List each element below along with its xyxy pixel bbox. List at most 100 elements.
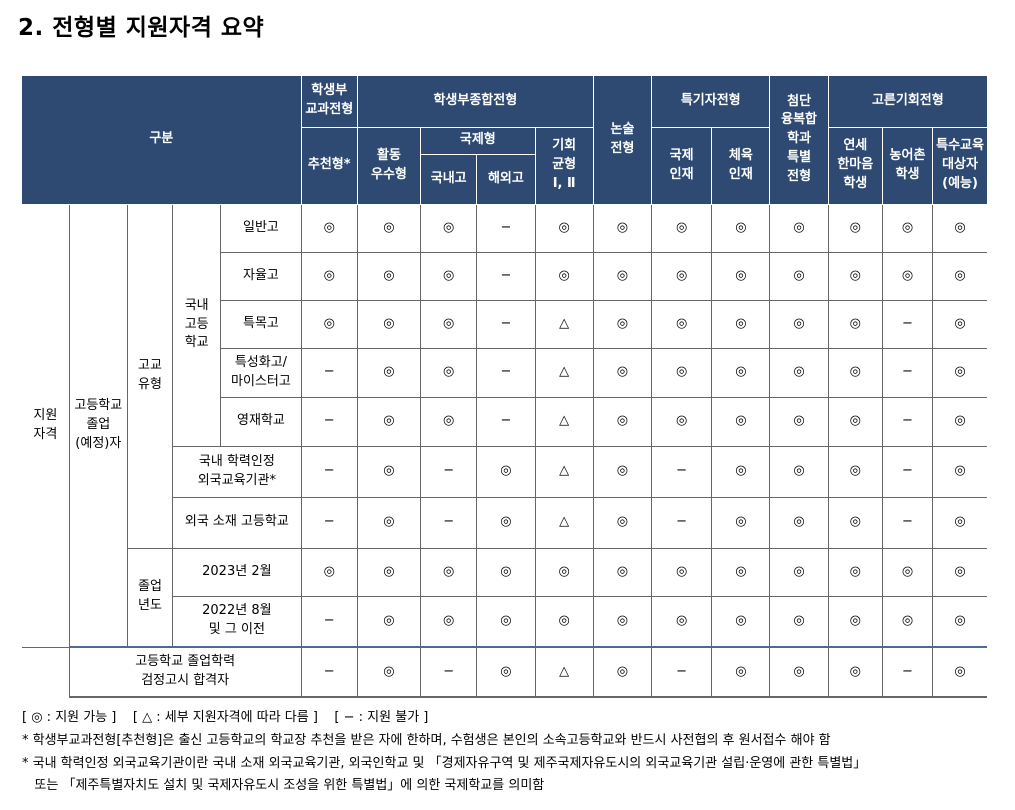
cell: − bbox=[651, 445, 713, 498]
cell: ◎ bbox=[356, 646, 422, 698]
header-yonsei: 연세 한마음 학생 bbox=[827, 127, 883, 205]
school-type-label: 고교 유형 bbox=[126, 203, 174, 549]
cell: ◎ bbox=[932, 595, 987, 648]
cell: ◎ bbox=[769, 547, 829, 597]
cell: ◎ bbox=[827, 251, 883, 301]
cell: ◎ bbox=[932, 396, 987, 447]
header-advanced: 첨단 융복합 학과 특별 전형 bbox=[769, 76, 829, 205]
row-label: 국내 학력인정 외국교육기관* bbox=[172, 445, 302, 498]
row-label: 2023년 2월 bbox=[172, 547, 302, 597]
cell: ◎ bbox=[932, 251, 987, 301]
header-farm: 농어촌 학생 bbox=[881, 127, 934, 205]
spacer-cell bbox=[22, 646, 70, 697]
cell: − bbox=[881, 445, 934, 498]
cell: ◎ bbox=[881, 547, 934, 597]
footnote-recommend: * 학생부교과전형[추천형]은 출신 고등학교의 학교장 추천을 받은 자에 한… bbox=[22, 733, 831, 748]
row-label: 특목고 bbox=[220, 299, 302, 349]
cell: ◎ bbox=[932, 496, 987, 549]
cell: ◎ bbox=[534, 547, 594, 597]
cell: ◎ bbox=[881, 251, 934, 301]
cell: ◎ bbox=[711, 203, 771, 253]
cell: ◎ bbox=[711, 646, 771, 698]
header-comprehensive: 학생부종합전형 bbox=[356, 76, 594, 128]
cell: − bbox=[651, 646, 713, 698]
cell: − bbox=[881, 496, 934, 549]
cell: ◎ bbox=[420, 299, 478, 349]
cell: ◎ bbox=[300, 251, 358, 301]
cell: ◎ bbox=[651, 203, 713, 253]
cell: ◎ bbox=[769, 396, 829, 447]
cell: ◎ bbox=[769, 251, 829, 301]
header-sports-talent: 체육 인재 bbox=[711, 127, 771, 205]
cell: ◎ bbox=[300, 299, 358, 349]
cell: ◎ bbox=[881, 203, 934, 253]
cell: ◎ bbox=[420, 547, 478, 597]
header-special: 특기자전형 bbox=[651, 76, 771, 128]
legend: [ ◎ : 지원 가능 ] [ △ : 세부 지원자격에 따라 다름 ] [ −… bbox=[22, 710, 429, 725]
cell: ◎ bbox=[711, 396, 771, 447]
row-label: 영재학교 bbox=[220, 396, 302, 447]
cell: ◎ bbox=[534, 595, 594, 648]
cell: ◎ bbox=[651, 595, 713, 648]
cell: − bbox=[300, 646, 358, 698]
cell: ◎ bbox=[592, 251, 653, 301]
header-special-ed: 특수교육 대상자 (예능) bbox=[932, 127, 987, 205]
grad-year-label: 졸업 년도 bbox=[126, 547, 174, 648]
row-label: 2022년 8월 및 그 이전 bbox=[172, 595, 302, 648]
cell: ◎ bbox=[300, 547, 358, 597]
cell: − bbox=[300, 396, 358, 447]
table-row: 국내 학력인정 외국교육기관* − ◎ − ◎ △ ◎ − ◎ ◎ ◎ − ◎ bbox=[22, 445, 987, 498]
table-row: 지원 자격 고등학교 졸업 (예정)자 고교 유형 국내 고등 학교 일반고 ◎… bbox=[22, 203, 987, 648]
cell: ◎ bbox=[827, 547, 883, 597]
table-row: 2022년 8월 및 그 이전 − ◎ ◎ ◎ ◎ ◎ ◎ ◎ ◎ ◎ ◎ ◎ bbox=[22, 595, 987, 648]
cell: ◎ bbox=[356, 396, 422, 447]
cell: △ bbox=[534, 396, 594, 447]
cell: ◎ bbox=[651, 396, 713, 447]
cell: ◎ bbox=[827, 646, 883, 698]
table-row: 특성화고/ 마이스터고 − ◎ ◎ − △ ◎ ◎ ◎ ◎ ◎ − ◎ bbox=[22, 347, 987, 398]
header-gubun: 구분 bbox=[22, 76, 302, 205]
table-row: 영재학교 − ◎ ◎ − △ ◎ ◎ ◎ ◎ ◎ − ◎ bbox=[22, 396, 987, 447]
cell: ◎ bbox=[592, 203, 653, 253]
cell: ◎ bbox=[651, 299, 713, 349]
cell: △ bbox=[534, 347, 594, 398]
cell: ◎ bbox=[356, 445, 422, 498]
cell: △ bbox=[534, 299, 594, 349]
cell: ◎ bbox=[420, 347, 478, 398]
cell: − bbox=[476, 347, 536, 398]
cell: ◎ bbox=[592, 547, 653, 597]
cell: ◎ bbox=[711, 299, 771, 349]
header-activity: 활동 우수형 bbox=[356, 127, 422, 205]
cell: ◎ bbox=[711, 347, 771, 398]
page-title: 2. 전형별 지원자격 요약 bbox=[18, 15, 265, 41]
cell: ◎ bbox=[356, 347, 422, 398]
row-label: 일반고 bbox=[220, 203, 302, 253]
cell: ◎ bbox=[651, 251, 713, 301]
header-international: 국제형 bbox=[420, 127, 536, 155]
cell: ◎ bbox=[769, 496, 829, 549]
cell: − bbox=[476, 203, 536, 253]
cell: ◎ bbox=[932, 547, 987, 597]
cell: ◎ bbox=[711, 595, 771, 648]
cell: ◎ bbox=[769, 445, 829, 498]
cell: ◎ bbox=[356, 595, 422, 648]
cell: ◎ bbox=[932, 347, 987, 398]
header-essay: 논술 전형 bbox=[592, 76, 653, 205]
cell: ◎ bbox=[711, 547, 771, 597]
cell: ◎ bbox=[356, 251, 422, 301]
cell: ◎ bbox=[827, 595, 883, 648]
cell: ◎ bbox=[827, 203, 883, 253]
footnote-foreign-institution: * 국내 학력인정 외국교육기관이란 국내 소재 외국교육기관, 외국인학교 및… bbox=[22, 756, 867, 771]
header-overseas: 해외고 bbox=[476, 154, 536, 205]
cell: ◎ bbox=[769, 203, 829, 253]
cell: − bbox=[651, 496, 713, 549]
header-student-record: 학생부 교과전형 bbox=[300, 76, 358, 128]
cell: △ bbox=[534, 445, 594, 498]
cell: − bbox=[300, 445, 358, 498]
cell: ◎ bbox=[356, 203, 422, 253]
cell: ◎ bbox=[300, 203, 358, 253]
cell: ◎ bbox=[420, 251, 478, 301]
cell: ◎ bbox=[827, 299, 883, 349]
cell: − bbox=[881, 347, 934, 398]
cell: ◎ bbox=[881, 595, 934, 648]
